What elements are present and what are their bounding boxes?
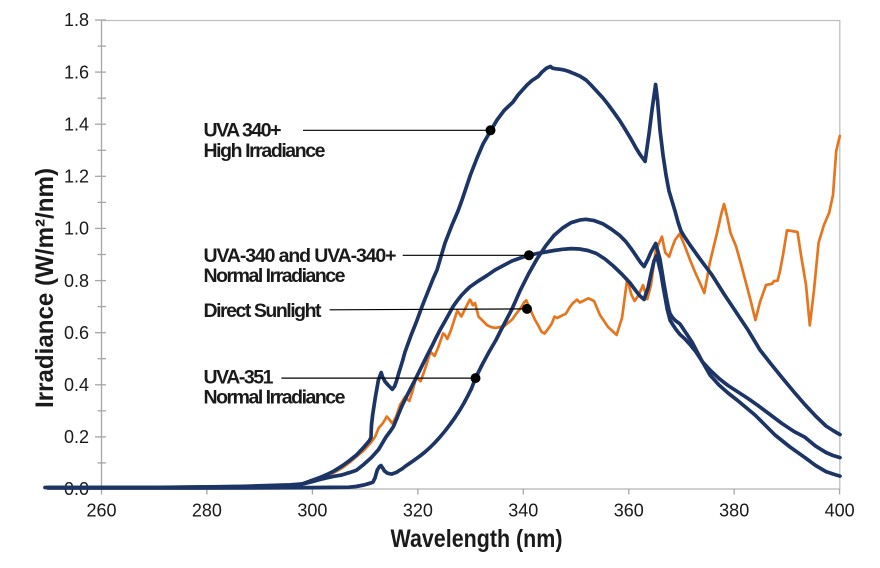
svg-text:0.8: 0.8 xyxy=(64,271,89,291)
svg-text:1.8: 1.8 xyxy=(64,10,89,30)
svg-text:High Irradiance: High Irradiance xyxy=(204,140,326,162)
svg-text:260: 260 xyxy=(86,501,116,521)
svg-text:Normal Irradiance: Normal Irradiance xyxy=(204,387,346,409)
svg-text:0.2: 0.2 xyxy=(64,427,89,447)
svg-text:Direct Sunlight: Direct Sunlight xyxy=(204,300,323,322)
svg-text:Wavelength (nm): Wavelength (nm) xyxy=(391,525,563,553)
svg-text:380: 380 xyxy=(719,501,749,521)
svg-text:Irradiance (W/m²/nm): Irradiance (W/m²/nm) xyxy=(31,168,59,408)
svg-text:340: 340 xyxy=(508,501,538,521)
svg-text:1.0: 1.0 xyxy=(64,219,89,239)
svg-text:0.4: 0.4 xyxy=(64,375,89,395)
svg-text:1.2: 1.2 xyxy=(64,167,89,187)
svg-text:Normal Irradiance: Normal Irradiance xyxy=(204,265,346,287)
svg-text:1.4: 1.4 xyxy=(64,114,89,134)
svg-text:UVA-340 and UVA-340+: UVA-340 and UVA-340+ xyxy=(204,245,397,267)
svg-text:UVA 340+: UVA 340+ xyxy=(204,120,282,142)
svg-text:280: 280 xyxy=(192,501,222,521)
svg-text:320: 320 xyxy=(403,501,433,521)
svg-text:0.6: 0.6 xyxy=(64,323,89,343)
svg-text:300: 300 xyxy=(297,501,327,521)
svg-text:1.6: 1.6 xyxy=(64,62,89,82)
svg-text:360: 360 xyxy=(614,501,644,521)
svg-text:400: 400 xyxy=(825,501,855,521)
svg-text:UVA-351: UVA-351 xyxy=(204,367,274,389)
